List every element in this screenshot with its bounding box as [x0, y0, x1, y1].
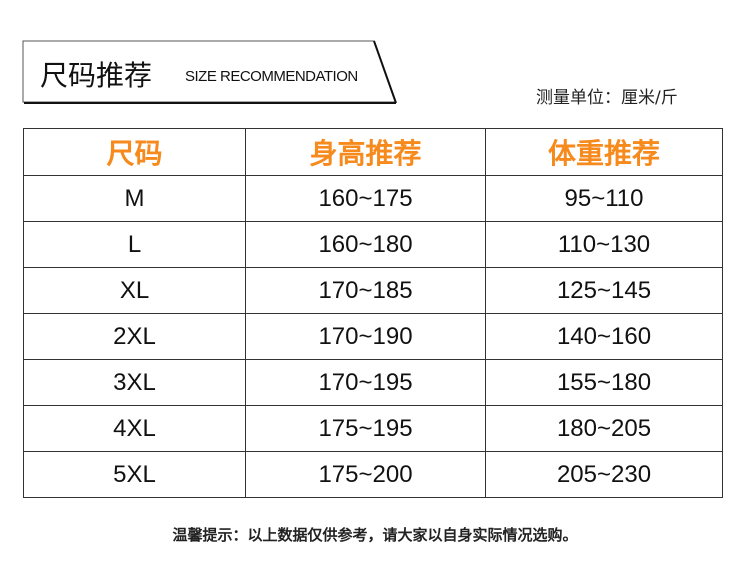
size-cell: XL [23, 267, 246, 314]
title-english: SIZE RECOMMENDATION [185, 68, 358, 85]
title-banner: 尺码推荐 SIZE RECOMMENDATION [22, 40, 397, 104]
weight-cell: 140~160 [485, 313, 723, 360]
height-cell: 160~180 [245, 221, 486, 268]
table-row: 5XL 175~200 205~230 [23, 451, 723, 498]
height-cell: 170~185 [245, 267, 486, 314]
height-cell: 170~190 [245, 313, 486, 360]
size-table: 尺码 身高推荐 体重推荐 M 160~175 95~110 L 160~180 110~1… [23, 128, 723, 498]
height-cell: 175~195 [245, 405, 486, 452]
table-row: M 160~175 95~110 [23, 175, 723, 222]
weight-cell: 110~130 [485, 221, 723, 268]
size-cell: 4XL [23, 405, 246, 452]
size-cell: 2XL [23, 313, 246, 360]
table-row: 4XL 175~195 180~205 [23, 405, 723, 452]
table-row: 2XL 170~190 140~160 [23, 313, 723, 360]
size-cell: M [23, 175, 246, 222]
size-cell: 5XL [23, 451, 246, 498]
header-weight: 体重推荐 [485, 128, 723, 176]
header-height: 身高推荐 [245, 128, 486, 176]
measurement-unit: 测量单位：厘米/斤 [536, 88, 678, 108]
header-size: 尺码 [23, 128, 246, 176]
height-cell: 175~200 [245, 451, 486, 498]
weight-cell: 180~205 [485, 405, 723, 452]
weight-cell: 95~110 [485, 175, 723, 222]
height-cell: 160~175 [245, 175, 486, 222]
weight-cell: 125~145 [485, 267, 723, 314]
weight-cell: 155~180 [485, 359, 723, 406]
table-row: XL 170~185 125~145 [23, 267, 723, 314]
table-header-row: 尺码 身高推荐 体重推荐 [23, 128, 723, 176]
size-cell: 3XL [23, 359, 246, 406]
title-chinese: 尺码推荐 [40, 59, 153, 92]
tip-note: 温馨提示：以上数据仅供参考，请大家以自身实际情况选购。 [172, 526, 578, 544]
table-row: L 160~180 110~130 [23, 221, 723, 268]
weight-cell: 205~230 [485, 451, 723, 498]
banner-shape [22, 40, 397, 104]
table-row: 3XL 170~195 155~180 [23, 359, 723, 406]
size-cell: L [23, 221, 246, 268]
height-cell: 170~195 [245, 359, 486, 406]
